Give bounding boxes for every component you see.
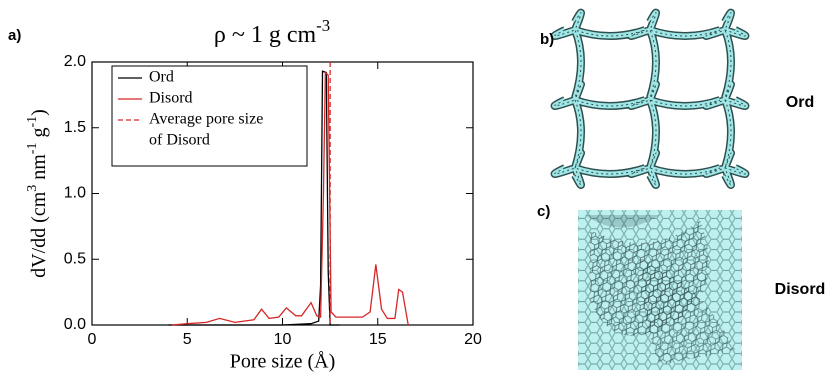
legend-label: of Disord [149, 132, 210, 149]
text-part: ) [28, 109, 50, 116]
x-tick-label: 20 [464, 331, 482, 348]
figure: a) ρ ~ 1 g cm-3 Pore size (Å) dV/dd (cm3 nm… [0, 0, 839, 379]
legend-label: Average pore size [149, 111, 263, 128]
y-tick-label: 0.5 [64, 250, 86, 267]
text-part: nm [28, 154, 50, 185]
panel-caption: Disord [775, 281, 826, 298]
y-axis-label: dV/dd (cm3 nm-1 g-1) [25, 109, 50, 278]
panel-label: a) [8, 27, 21, 44]
text-part: g [28, 128, 50, 143]
y-tick-label: 2.0 [64, 53, 86, 70]
legend-label: Ord [149, 69, 174, 86]
x-tick-label: 0 [88, 331, 97, 348]
panel-label: c) [537, 203, 550, 220]
text-part: 3 [25, 185, 40, 192]
y-tick-label: 0.0 [64, 316, 86, 333]
x-tick-label: 15 [369, 331, 387, 348]
text-part: dV/dd (cm [28, 191, 50, 278]
text-part: ρ ~ 1 g cm [214, 22, 317, 48]
y-tick-label: 1.5 [64, 119, 86, 136]
x-axis-label: Pore size (Å) [230, 351, 336, 373]
panel-label: b) [540, 31, 554, 48]
ord-structure-image [555, 13, 746, 185]
x-tick-label: 10 [274, 331, 292, 348]
text-part: -1 [25, 143, 40, 155]
x-tick-label: 5 [183, 331, 192, 348]
chart-title: ρ ~ 1 g cm-3 [214, 16, 330, 48]
y-tick-label: 1.0 [64, 185, 86, 202]
panel-caption: Ord [786, 94, 814, 111]
disord-structure-image [578, 210, 742, 370]
legend-label: Disord [149, 90, 193, 107]
text-part: -3 [316, 16, 330, 35]
text-part: -1 [25, 116, 40, 128]
